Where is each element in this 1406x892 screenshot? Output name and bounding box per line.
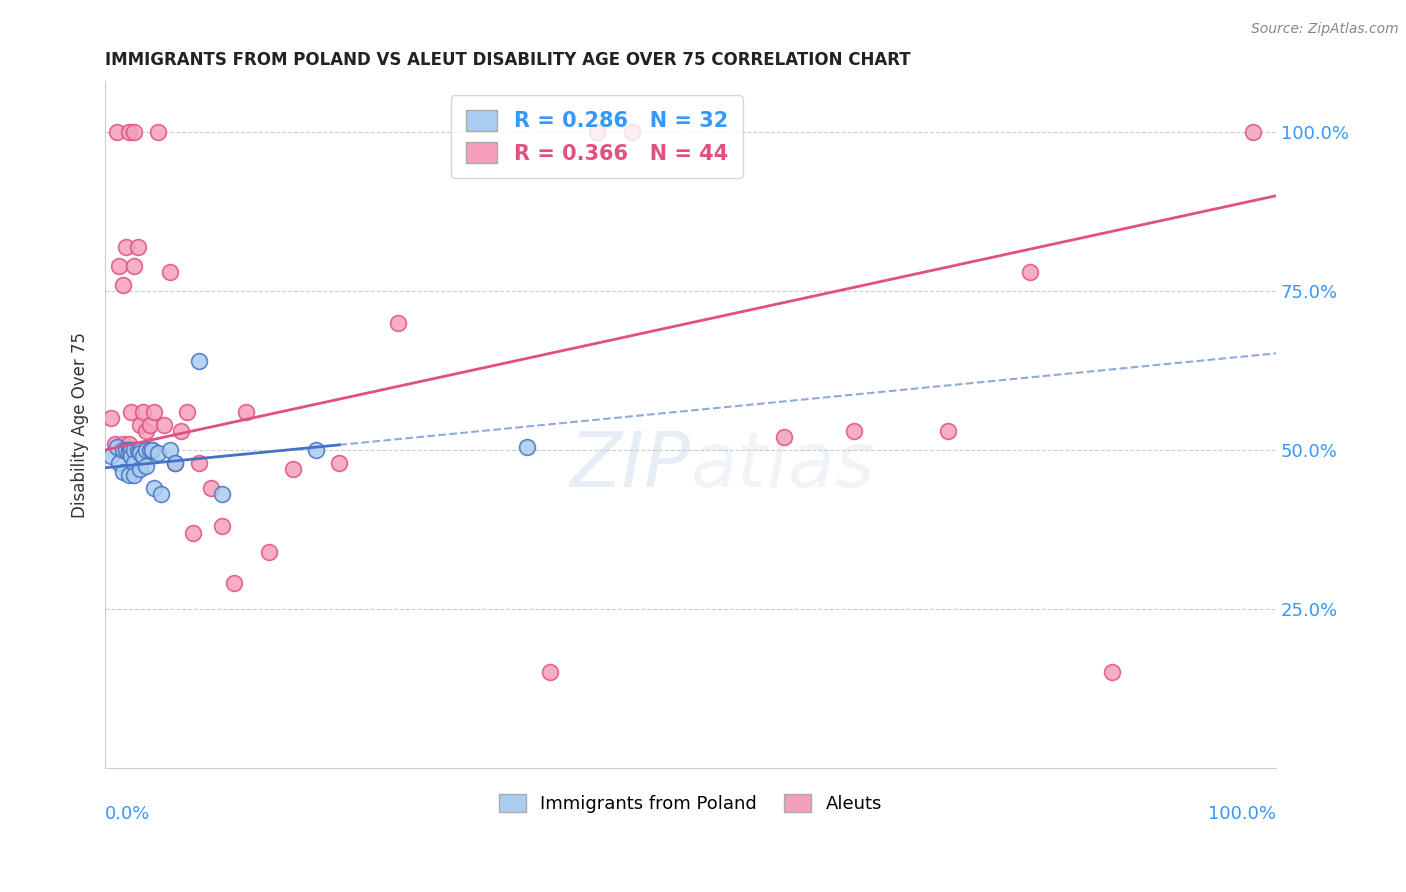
Point: [117, 125, 139, 139]
Point: [159, 442, 181, 457]
Point: [115, 442, 138, 457]
Point: [165, 456, 187, 470]
Point: [773, 430, 796, 444]
Point: [621, 125, 644, 139]
Point: [165, 456, 187, 470]
Point: [105, 440, 128, 454]
Legend: Immigrants from Poland, Aleuts: Immigrants from Poland, Aleuts: [492, 787, 890, 821]
Point: [211, 519, 233, 533]
Point: [129, 417, 152, 432]
Point: [135, 424, 157, 438]
Point: [124, 456, 146, 470]
Point: [135, 458, 157, 473]
Point: [138, 442, 160, 457]
Point: [100, 450, 122, 464]
Point: [127, 239, 149, 253]
Point: [235, 405, 257, 419]
Point: [131, 450, 153, 464]
Point: [176, 405, 198, 419]
Point: [844, 424, 866, 438]
Point: [105, 125, 128, 139]
Point: [1101, 665, 1123, 680]
Point: [257, 544, 280, 558]
Point: [111, 465, 134, 479]
Point: [146, 446, 169, 460]
Point: [143, 481, 166, 495]
Point: [115, 239, 138, 253]
Point: [120, 450, 142, 464]
Point: [211, 487, 233, 501]
Text: Source: ZipAtlas.com: Source: ZipAtlas.com: [1251, 22, 1399, 37]
Point: [936, 424, 959, 438]
Point: [222, 576, 245, 591]
Point: [117, 468, 139, 483]
Point: [120, 442, 142, 457]
Point: [111, 442, 134, 457]
Point: [117, 436, 139, 450]
Point: [187, 456, 209, 470]
Point: [100, 411, 122, 425]
Point: [305, 442, 328, 457]
Point: [150, 487, 173, 501]
Point: [141, 442, 163, 457]
Point: [1019, 265, 1042, 279]
Point: [146, 125, 169, 139]
Point: [135, 442, 157, 457]
Point: [120, 405, 142, 419]
Point: [159, 265, 181, 279]
Text: IMMIGRANTS FROM POLAND VS ALEUT DISABILITY AGE OVER 75 CORRELATION CHART: IMMIGRANTS FROM POLAND VS ALEUT DISABILI…: [105, 51, 911, 69]
Point: [117, 442, 139, 457]
Point: [111, 277, 134, 292]
Point: [108, 259, 131, 273]
Point: [281, 462, 304, 476]
Point: [170, 424, 193, 438]
Point: [141, 442, 163, 457]
Text: ZIP: ZIP: [569, 429, 690, 503]
Point: [124, 468, 146, 483]
Point: [129, 442, 152, 457]
Point: [187, 354, 209, 368]
Point: [131, 405, 153, 419]
Point: [103, 436, 125, 450]
Point: [586, 125, 609, 139]
Point: [127, 442, 149, 457]
Point: [124, 259, 146, 273]
Point: [124, 442, 146, 457]
Text: atlas: atlas: [690, 429, 875, 503]
Point: [1241, 125, 1264, 139]
Point: [152, 417, 174, 432]
Point: [181, 525, 204, 540]
Text: 0.0%: 0.0%: [105, 805, 150, 823]
Point: [516, 440, 538, 454]
Point: [111, 436, 134, 450]
Point: [138, 417, 160, 432]
Point: [117, 446, 139, 460]
Point: [200, 481, 222, 495]
Y-axis label: Disability Age Over 75: Disability Age Over 75: [72, 332, 89, 517]
Point: [387, 316, 409, 330]
Point: [129, 446, 152, 460]
Point: [129, 462, 152, 476]
Point: [143, 405, 166, 419]
Text: 100.0%: 100.0%: [1208, 805, 1277, 823]
Point: [328, 456, 350, 470]
Point: [108, 456, 131, 470]
Point: [124, 125, 146, 139]
Point: [538, 665, 561, 680]
